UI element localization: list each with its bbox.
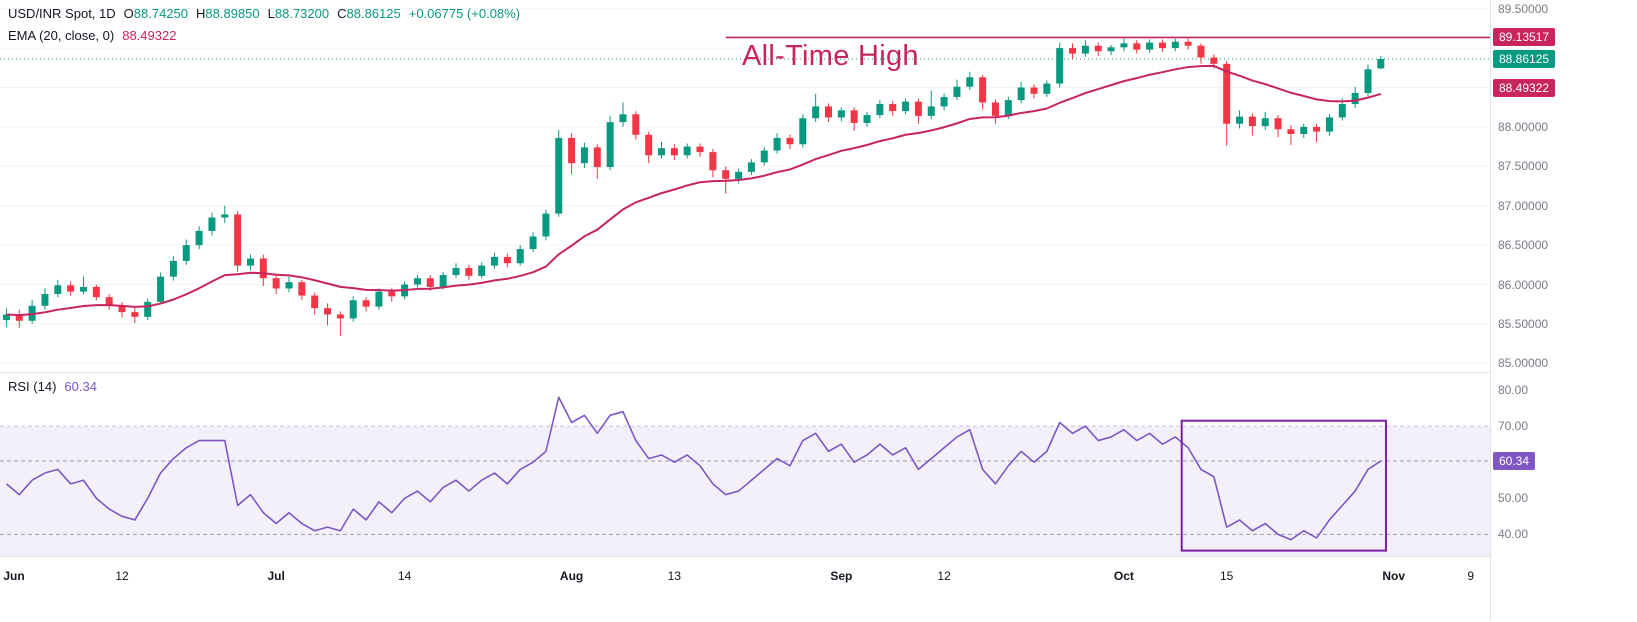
ema-price-badge: 88.49322 (1493, 79, 1556, 98)
rsi-tick: 40.00 (1498, 527, 1529, 542)
rsi-value: 60.34 (64, 379, 97, 394)
all-time-high-annotation[interactable]: All-Time High (742, 40, 919, 72)
time-axis[interactable]: Jun 12 Jul 14 Aug 13 Sep 12 Oct 15 Nov 9 (0, 556, 1490, 622)
rsi-value-badge: 60.34 (1493, 451, 1536, 470)
rsi-tick: 50.00 (1498, 491, 1529, 506)
time-label-day: 15 (1219, 569, 1234, 583)
time-label-day: 12 (937, 569, 951, 583)
rsi-label: RSI (14) (8, 379, 57, 394)
ohlc-open: O 88.74250 (124, 6, 188, 21)
ohlc-high: H 88.89850 (196, 6, 260, 21)
chart-plot-area[interactable]: USD/INR Spot, 1D O 88.74250 H 88.89850 L 88… (0, 0, 1490, 621)
time-label-day: 9 (1467, 569, 1475, 583)
price-tick: 88.00000 (1498, 119, 1549, 134)
price-axis[interactable]: 89.50000 88.00000 87.50000 87.00000 86.50000… (1490, 0, 1637, 621)
time-label-month: Nov (1382, 569, 1405, 583)
symbol-title: USD/INR Spot, 1D (8, 6, 116, 21)
ohlc-low: L 88.73200 (268, 6, 329, 21)
time-label-month: Aug (559, 569, 584, 583)
time-label-month: Sep (830, 569, 853, 583)
rsi-tick: 70.00 (1498, 419, 1529, 434)
change-value: +0.06775 (+0.08%) (408, 6, 521, 21)
open-label: O (123, 6, 134, 21)
price-tick: 85.50000 (1498, 316, 1549, 331)
price-tick: 89.50000 (1498, 1, 1549, 16)
high-label: H (196, 6, 206, 21)
open-value: 88.74250 (133, 6, 189, 21)
low-label: L (267, 6, 275, 21)
close-value: 88.86125 (346, 6, 401, 21)
ema-value: 88.49322 (122, 28, 177, 43)
time-label-month: Jul (267, 569, 285, 583)
ohlc-close: C 88.86125 (337, 6, 401, 21)
time-label-day: 12 (115, 569, 129, 583)
ema-legend[interactable]: EMA (20, close, 0) 88.49322 (8, 28, 176, 43)
high-value: 88.89850 (205, 6, 260, 21)
price-tick: 87.00000 (1498, 198, 1549, 213)
rsi-tick: 80.00 (1498, 383, 1529, 398)
time-label-day: 14 (397, 569, 412, 583)
price-tick: 85.00000 (1498, 356, 1549, 371)
ema-label: EMA (20, close, 0) (8, 28, 115, 43)
symbol-legend[interactable]: USD/INR Spot, 1D O 88.74250 H 88.89850 L 88… (8, 6, 520, 21)
last-price-badge: 88.86125 (1493, 50, 1556, 68)
close-label: C (337, 6, 347, 21)
time-label-day: 13 (667, 569, 682, 583)
time-label-month: Oct (1113, 569, 1134, 583)
time-label-month: Jun (3, 569, 25, 583)
price-tick: 86.00000 (1498, 277, 1549, 292)
price-tick: 86.50000 (1498, 238, 1549, 253)
chart-canvas[interactable] (0, 0, 1490, 556)
low-value: 88.73200 (274, 6, 330, 21)
rsi-legend[interactable]: RSI (14) 60.34 (8, 379, 97, 394)
ath-price-badge: 89.13517 (1493, 28, 1556, 47)
price-tick: 87.50000 (1498, 159, 1549, 174)
